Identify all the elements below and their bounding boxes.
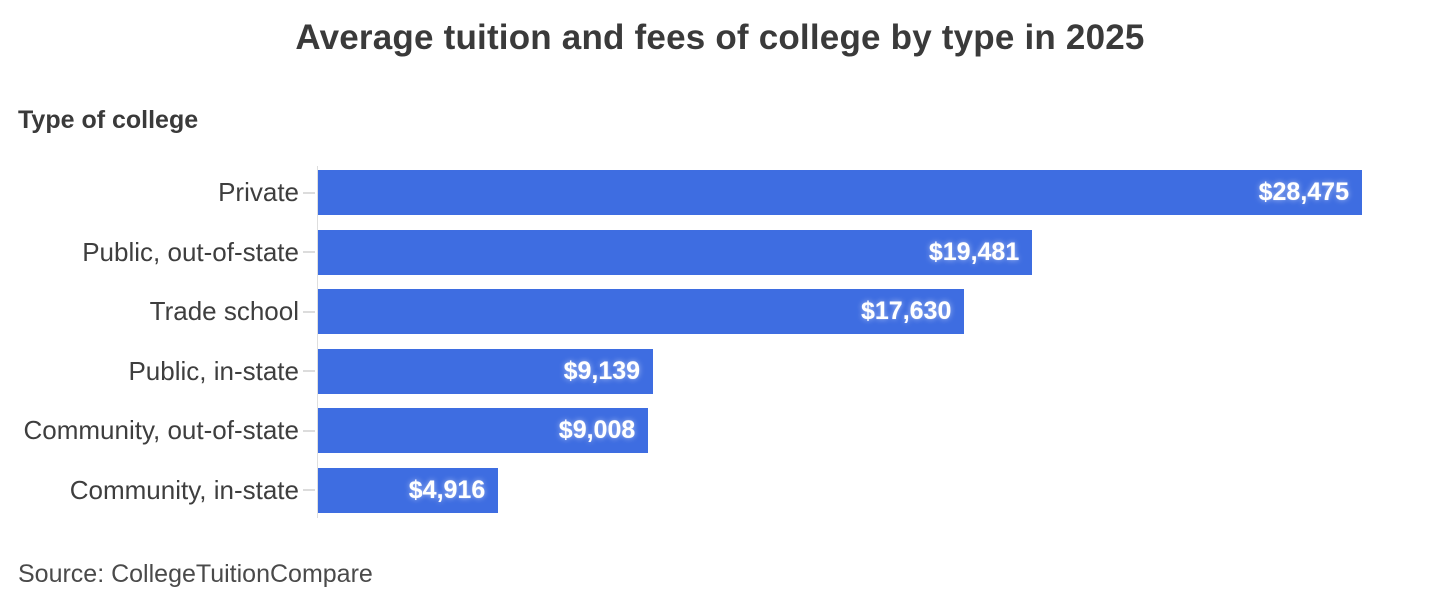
tick-zone	[299, 230, 318, 275]
bar-row: Community, in-state $4,916	[0, 467, 1362, 513]
bar: $9,139	[318, 348, 654, 394]
category-label: Public, in-state	[128, 355, 299, 386]
value-label: $17,630	[861, 297, 952, 325]
bar-row: Trade school $17,630	[0, 289, 1362, 334]
value-label: $28,475	[1258, 178, 1349, 206]
tick-mark	[303, 191, 315, 194]
category-label: Community, in-state	[69, 474, 299, 505]
bar: $19,481	[318, 229, 1033, 275]
bar-track: $19,481	[318, 229, 1362, 275]
tick-zone	[299, 408, 318, 453]
value-label: $19,481	[928, 237, 1020, 266]
bar-row: Public, in-state $9,139	[0, 348, 1362, 394]
bar-track: $9,008	[318, 408, 1362, 453]
y-axis-line	[317, 166, 318, 518]
category-label: Trade school	[149, 296, 299, 326]
tick-mark	[303, 251, 315, 253]
bar: $17,630	[318, 289, 965, 334]
value-label: $4,916	[408, 475, 486, 504]
bar: $28,475	[318, 170, 1362, 215]
category-label: Private	[218, 177, 299, 207]
chart-title: Average tuition and fees of college by t…	[295, 18, 1145, 57]
bar-row: Community, out-of-state $9,008	[0, 408, 1362, 453]
tick-mark	[303, 489, 315, 491]
bar-row: Private $28,475	[0, 170, 1362, 215]
bar-rows: Private $28,475 Public, out-of-state $19…	[0, 170, 1362, 513]
tick-mark	[303, 310, 315, 313]
bar-track: $4,916	[318, 467, 1362, 513]
tick-zone	[299, 468, 318, 513]
tick-zone	[299, 289, 318, 334]
bar-track: $17,630	[318, 289, 1362, 334]
category-label: Public, out-of-state	[82, 236, 299, 267]
value-label: $9,008	[558, 416, 636, 444]
tick-zone	[299, 349, 318, 394]
tick-zone	[299, 170, 318, 215]
y-axis-title: Type of college	[18, 106, 199, 134]
bar-track: $9,139	[318, 348, 1362, 394]
bar: $4,916	[318, 467, 499, 513]
bar: $9,008	[318, 408, 649, 453]
category-label: Community, out-of-state	[23, 415, 299, 445]
tick-mark	[303, 370, 315, 372]
source-note: Source: CollegeTuitionCompare	[18, 560, 373, 588]
bar-row: Public, out-of-state $19,481	[0, 229, 1362, 275]
value-label: $9,139	[563, 356, 641, 385]
bar-track: $28,475	[318, 170, 1362, 215]
tick-mark	[303, 429, 315, 432]
